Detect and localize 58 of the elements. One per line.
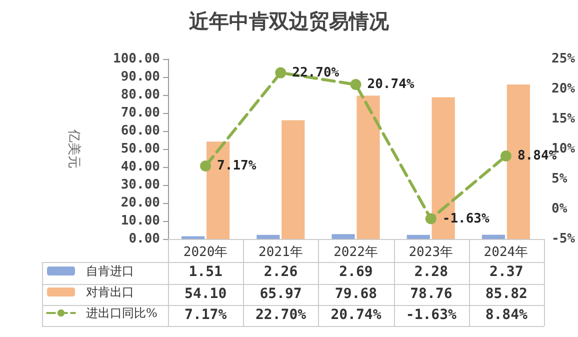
data-label: 2.69 (338, 263, 374, 282)
x-tick-label: 2020年 (183, 245, 228, 260)
y-tick-label: 20.00 (120, 196, 160, 210)
text: -1.63% (442, 211, 490, 226)
x-tick-label: 2022年 (334, 245, 378, 260)
y-tick-label: 90.00 (120, 70, 160, 84)
y2-tick-label: 15% (552, 112, 576, 126)
data-label: 2.37 (488, 263, 524, 282)
y-axis-title: 亿美元 (66, 128, 82, 168)
y-tick-label: 0.00 (128, 232, 160, 246)
bar (356, 96, 380, 239)
x-tick-label: 2021年 (258, 245, 303, 260)
y-tick-label: 10.00 (120, 214, 160, 228)
x-tick-label: 2023年 (408, 245, 454, 260)
x-tick-label: 2024年 (484, 245, 528, 260)
data-label: 78.76 (409, 285, 454, 304)
data-label: 8.84% (484, 306, 528, 325)
data-label: 79.68 (334, 285, 378, 304)
data-label: 22.70% (254, 306, 308, 325)
bar (406, 234, 430, 239)
data-label: -1.63% (404, 306, 458, 325)
legend-label: 对肯出口 (86, 285, 134, 299)
bar (482, 234, 506, 239)
bar (332, 234, 355, 239)
y-tick-label: 30.00 (120, 178, 160, 192)
text: 20.74% (367, 77, 414, 92)
y-tick-label: 80.00 (120, 88, 160, 102)
y-tick-label: 100.00 (113, 52, 160, 66)
legend-label: 自肯进口 (86, 264, 134, 278)
point (425, 213, 436, 224)
y-tick-label: 60.00 (120, 124, 160, 138)
bar (256, 234, 280, 239)
data-label: 2.28 (413, 263, 450, 282)
text: 22.70% (292, 65, 340, 80)
y2-tick-label: 20% (552, 82, 576, 96)
data-label: 2.26 (262, 263, 299, 282)
data-label: 1.51 (188, 263, 224, 282)
point (500, 150, 512, 162)
bar (282, 120, 305, 239)
text: 7.17% (217, 158, 256, 174)
y2-tick-label: 25% (552, 52, 576, 66)
data-label: 65.97 (258, 285, 303, 304)
y2-tick-label: 0% (552, 202, 568, 216)
data-label: 54.10 (184, 285, 228, 304)
y-tick-label: 40.00 (120, 160, 160, 174)
y-tick-label: 70.00 (120, 106, 160, 120)
point (350, 79, 362, 90)
point (275, 67, 286, 78)
y2-tick-label: -5% (552, 232, 576, 246)
y-tick-label: 50.00 (120, 142, 160, 156)
y2-tick-label: 5% (552, 172, 568, 186)
chart-title: 近年中肯双边贸易情况 (188, 9, 390, 33)
point (200, 160, 212, 172)
data-label: 85.82 (484, 285, 528, 304)
legend-label: 进出口同比% (86, 306, 158, 320)
bar (182, 236, 205, 239)
data-label: 20.74% (330, 306, 382, 325)
data-label: 7.17% (184, 306, 228, 325)
